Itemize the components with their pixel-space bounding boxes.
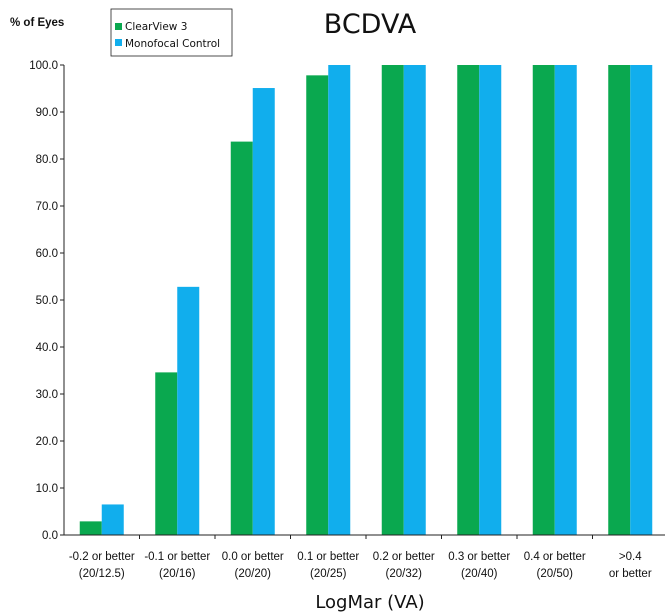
- bar-clearview-3: [457, 65, 480, 535]
- y-tick-label: 70.0: [36, 201, 58, 213]
- chart-title: BCDVA: [324, 9, 417, 40]
- legend-swatch-monofocal: [115, 39, 122, 46]
- y-tick-label: 10.0: [36, 483, 58, 495]
- legend-box: [110, 8, 233, 57]
- x-category-label: 0.0 or better: [222, 551, 284, 563]
- legend-label-clearview: ClearView 3: [125, 21, 187, 33]
- x-category-label: or better: [609, 568, 652, 580]
- x-axis-label: LogMar (VA): [315, 592, 424, 613]
- bar-clearview-3: [230, 141, 253, 536]
- y-axis-label: % of Eyes: [10, 17, 64, 29]
- bar-monofocal-control: [403, 65, 426, 535]
- y-tick-label: 50.0: [36, 295, 58, 307]
- bar-monofocal-control: [101, 504, 124, 535]
- x-category-label: (20/25): [310, 568, 347, 580]
- x-category-label: 0.3 or better: [448, 551, 510, 563]
- bar-monofocal-control: [554, 65, 577, 535]
- y-tick-label: 30.0: [36, 389, 58, 401]
- x-category-label: -0.1 or better: [144, 551, 210, 563]
- bar-clearview-3: [155, 372, 178, 535]
- x-category-label: >0.4: [619, 551, 642, 563]
- bar-monofocal-control: [630, 65, 653, 535]
- bars: [79, 65, 653, 536]
- x-category-label: (20/20): [235, 568, 272, 580]
- x-category-label: 0.1 or better: [297, 551, 359, 563]
- x-category-label: 0.2 or better: [373, 551, 435, 563]
- bar-clearview-3: [381, 65, 404, 535]
- y-tick-label: 90.0: [36, 107, 58, 119]
- bar-clearview-3: [306, 75, 329, 535]
- x-category-label: (20/32): [386, 568, 423, 580]
- y-tick-label: 100.0: [29, 60, 58, 72]
- x-category-label: (20/16): [159, 568, 196, 580]
- bar-clearview-3: [532, 65, 555, 535]
- bar-monofocal-control: [328, 65, 351, 535]
- legend-label-monofocal: Monofocal Control: [125, 38, 220, 50]
- bar-monofocal-control: [479, 65, 502, 535]
- x-category-label: (20/40): [461, 568, 498, 580]
- bar-monofocal-control: [252, 88, 275, 535]
- x-axis: -0.2 or better (20/12.5) -0.1 or better (20…: [64, 534, 665, 580]
- bar-monofocal-control: [177, 286, 200, 535]
- bar-clearview-3: [608, 65, 631, 535]
- y-tick-label: 20.0: [36, 436, 58, 448]
- y-tick-label: 60.0: [36, 248, 58, 260]
- y-tick-label: 40.0: [36, 342, 58, 354]
- x-category-label: (20/12.5): [79, 568, 125, 580]
- x-category-label: 0.4 or better: [524, 551, 586, 563]
- legend: ClearView 3 Monofocal Control: [110, 8, 233, 57]
- bar-clearview-3: [79, 521, 102, 535]
- y-axis: 0.0 10.0 20.0 30.0 40.0 50.0 60.0 70.0 80.0 90.0 1…: [29, 60, 65, 542]
- x-category-label: (20/50): [537, 568, 574, 580]
- y-tick-label: 0.0: [42, 530, 58, 542]
- legend-swatch-clearview: [115, 23, 122, 30]
- x-category-label: -0.2 or better: [69, 551, 135, 563]
- y-tick-label: 80.0: [36, 154, 58, 166]
